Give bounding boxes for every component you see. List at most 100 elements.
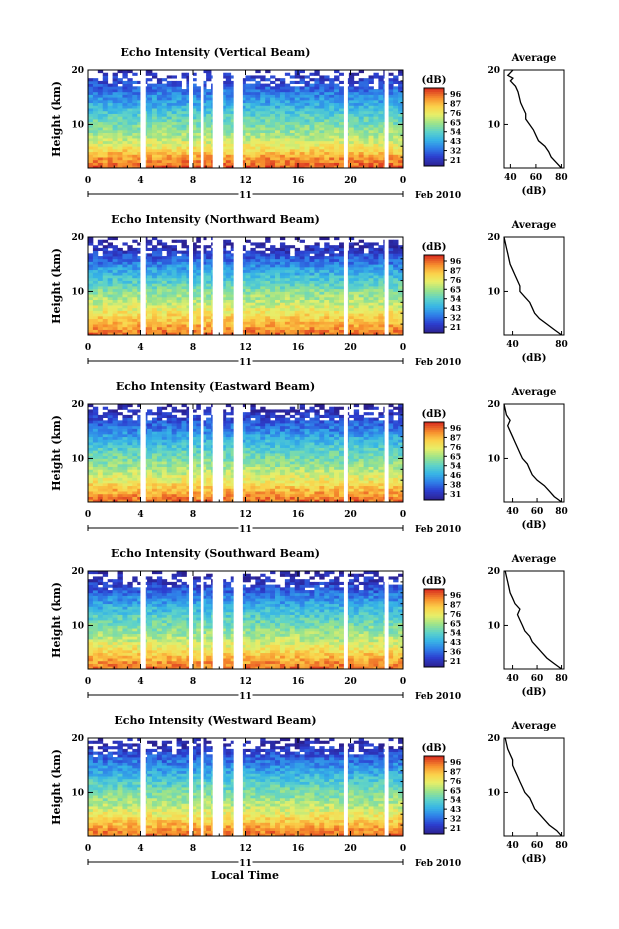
- y-axis-label: Height (km): [50, 81, 63, 157]
- date-label: Feb 2010: [415, 525, 461, 535]
- panel-title: Echo Intensity (Northward Beam): [111, 213, 320, 226]
- colorbar-unit: (dB): [422, 242, 447, 253]
- data-gap: [385, 237, 389, 335]
- colorbar-segment: [424, 482, 444, 484]
- x-tick-label: 8: [190, 844, 196, 854]
- colorbar-segment: [424, 809, 444, 811]
- heatmap: [88, 404, 403, 502]
- colorbar-segment: [424, 820, 444, 822]
- colorbar-segment: [424, 822, 444, 824]
- average-x-tick-label: 80: [555, 173, 568, 183]
- panel-2: Echo Intensity (Northward Beam)0 4 8 12 16 20…: [50, 213, 568, 368]
- data-gap: [234, 571, 243, 669]
- average-x-tick-label: 40: [506, 674, 519, 684]
- y-axis-label: Height (km): [50, 415, 63, 491]
- colorbar-segment: [424, 795, 444, 797]
- colorbar-tick-label: 21: [450, 155, 461, 165]
- colorbar-segment: [424, 261, 444, 263]
- colorbar-segment: [424, 445, 444, 447]
- average-x-tick-label: 40: [506, 841, 519, 851]
- y-axis-label: Height (km): [50, 248, 63, 324]
- colorbar-segment: [424, 449, 444, 451]
- colorbar-segment: [424, 154, 444, 156]
- data-gap: [213, 70, 224, 168]
- colorbar-segment: [424, 273, 444, 275]
- average-profile-line: [508, 70, 562, 168]
- data-gap: [201, 237, 204, 335]
- average-x-tick-label: 60: [531, 841, 544, 851]
- colorbar-segment: [424, 321, 444, 323]
- colorbar-unit: (dB): [422, 743, 447, 754]
- colorbar-segment: [424, 618, 444, 620]
- colorbar-segment: [424, 492, 444, 494]
- x-tick-label: 8: [190, 677, 196, 687]
- colorbar-segment: [424, 591, 444, 593]
- colorbar-segment: [424, 100, 444, 102]
- average-x-tick-label: 80: [555, 340, 568, 350]
- colorbar-segment: [424, 275, 444, 277]
- colorbar-segment: [424, 479, 444, 481]
- colorbar-segment: [424, 286, 444, 288]
- x-tick-label: 4: [137, 677, 143, 687]
- x-tick-label: 12: [239, 510, 252, 520]
- y-tick-label: 20: [71, 400, 84, 410]
- y-tick-label: 20: [71, 567, 84, 577]
- colorbar-segment: [424, 296, 444, 298]
- average-x-tick-label: 40: [506, 340, 519, 350]
- colorbar-segment: [424, 158, 444, 160]
- colorbar-segment: [424, 438, 444, 440]
- colorbar-segment: [424, 593, 444, 595]
- colorbar-segment: [424, 125, 444, 127]
- average-x-label: (dB): [522, 186, 547, 197]
- colorbar-segment: [424, 768, 444, 770]
- colorbar-segment: [424, 290, 444, 292]
- colorbar-segment: [424, 265, 444, 267]
- colorbar-segment: [424, 490, 444, 492]
- colorbar-segment: [424, 828, 444, 830]
- radar-echo-figure: Echo Intensity (Vertical Beam)0 4 8 12 16 20 0…: [0, 0, 619, 929]
- data-gap: [201, 404, 204, 502]
- colorbar-segment: [424, 601, 444, 603]
- colorbar-segment: [424, 805, 444, 807]
- day-label: 11: [239, 191, 252, 201]
- y-axis-label: Height (km): [50, 582, 63, 658]
- colorbar-segment: [424, 777, 444, 779]
- x-tick-label: 16: [292, 343, 305, 353]
- x-tick-label: 0: [85, 343, 91, 353]
- colorbar-segment: [424, 779, 444, 781]
- colorbar-segment: [424, 160, 444, 162]
- colorbar-segment: [424, 610, 444, 612]
- colorbar-segment: [424, 312, 444, 314]
- colorbar-segment: [424, 826, 444, 828]
- average-title: Average: [511, 220, 557, 231]
- colorbar-segment: [424, 640, 444, 642]
- x-tick-label: 0: [400, 343, 406, 353]
- colorbar-segment: [424, 294, 444, 296]
- data-gap: [213, 237, 224, 335]
- average-frame: [504, 404, 564, 502]
- colorbar-segment: [424, 436, 444, 438]
- x-tick-label: 0: [85, 510, 91, 520]
- colorbar-segment: [424, 102, 444, 104]
- colorbar-segment: [424, 325, 444, 327]
- colorbar-segment: [424, 624, 444, 626]
- heatmap: [88, 738, 403, 836]
- average-y-tick-label: 10: [487, 454, 500, 464]
- colorbar-segment: [424, 772, 444, 774]
- colorbar-segment: [424, 156, 444, 158]
- colorbar-segment: [424, 123, 444, 125]
- data-gap: [141, 70, 146, 168]
- data-gap: [344, 70, 348, 168]
- x-tick-label: 8: [190, 176, 196, 186]
- day-label: 11: [239, 525, 252, 535]
- data-gap: [344, 404, 348, 502]
- colorbar-segment: [424, 96, 444, 98]
- colorbar-segment: [424, 612, 444, 614]
- day-label: 11: [239, 859, 252, 869]
- colorbar-segment: [424, 655, 444, 657]
- colorbar-segment: [424, 473, 444, 475]
- x-tick-label: 0: [400, 677, 406, 687]
- colorbar-segment: [424, 781, 444, 783]
- colorbar-segment: [424, 605, 444, 607]
- y-tick-label: 10: [71, 454, 84, 464]
